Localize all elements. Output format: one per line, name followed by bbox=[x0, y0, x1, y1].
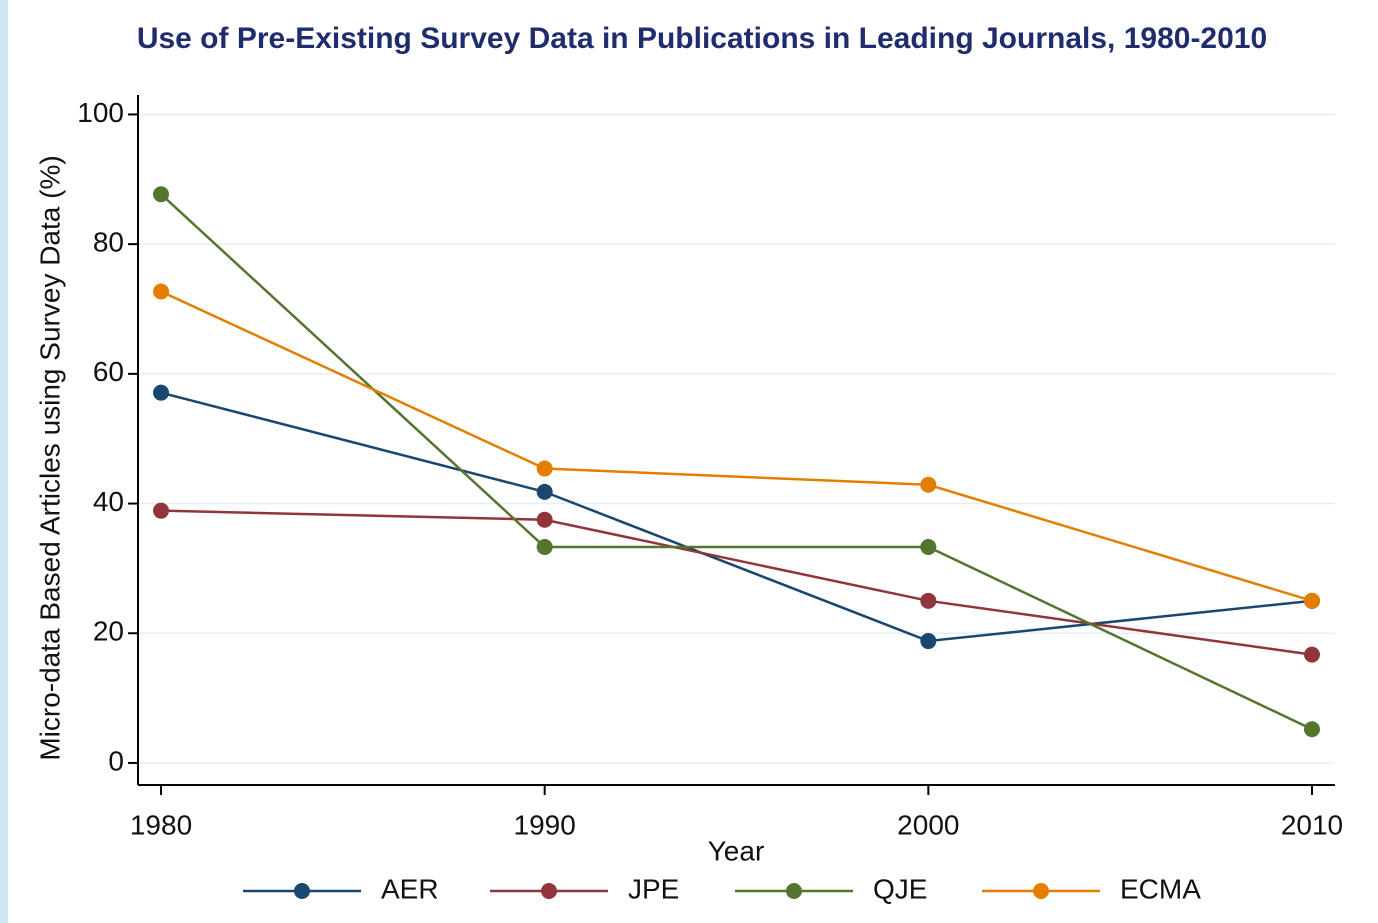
point bbox=[1303, 592, 1320, 609]
point bbox=[920, 476, 937, 493]
legend-label: QJE bbox=[873, 873, 927, 904]
x-axis-label: Year bbox=[708, 835, 765, 866]
legend-marker bbox=[294, 883, 310, 899]
series-line bbox=[160, 391, 1313, 643]
point bbox=[153, 502, 170, 519]
y-tick-label: 40 bbox=[93, 486, 124, 517]
y-tick-label: 60 bbox=[93, 356, 124, 387]
y-axis-label: Micro-data Based Articles using Survey D… bbox=[34, 155, 65, 760]
legend-label: ECMA bbox=[1120, 873, 1201, 904]
legend-label: JPE bbox=[628, 873, 679, 904]
point bbox=[153, 186, 170, 203]
point bbox=[1303, 646, 1320, 663]
point bbox=[536, 460, 553, 477]
series-line bbox=[160, 509, 1313, 656]
x-tick-label: 2000 bbox=[897, 809, 959, 840]
point bbox=[920, 633, 937, 650]
point bbox=[1303, 721, 1320, 738]
chart-title: Use of Pre-Existing Survey Data in Publi… bbox=[137, 22, 1267, 55]
point bbox=[536, 539, 553, 556]
x-tick-label: 1990 bbox=[514, 809, 576, 840]
legend-label: AER bbox=[381, 873, 439, 904]
legend-marker bbox=[541, 883, 557, 899]
point bbox=[536, 483, 553, 500]
point bbox=[536, 511, 553, 528]
point bbox=[920, 592, 937, 609]
legend-marker bbox=[786, 883, 802, 899]
y-tick-label: 80 bbox=[93, 227, 124, 258]
y-tick-label: 20 bbox=[93, 616, 124, 647]
x-tick-label: 2010 bbox=[1281, 809, 1343, 840]
series-line bbox=[160, 290, 1313, 603]
point bbox=[153, 283, 170, 300]
point bbox=[153, 384, 170, 401]
y-tick-label: 100 bbox=[77, 97, 124, 128]
legend-marker bbox=[1033, 883, 1049, 899]
series-line bbox=[160, 193, 1313, 731]
point bbox=[920, 539, 937, 556]
x-tick-label: 1980 bbox=[130, 809, 192, 840]
plot-background bbox=[8, 0, 1378, 923]
y-tick-label: 0 bbox=[108, 745, 124, 776]
